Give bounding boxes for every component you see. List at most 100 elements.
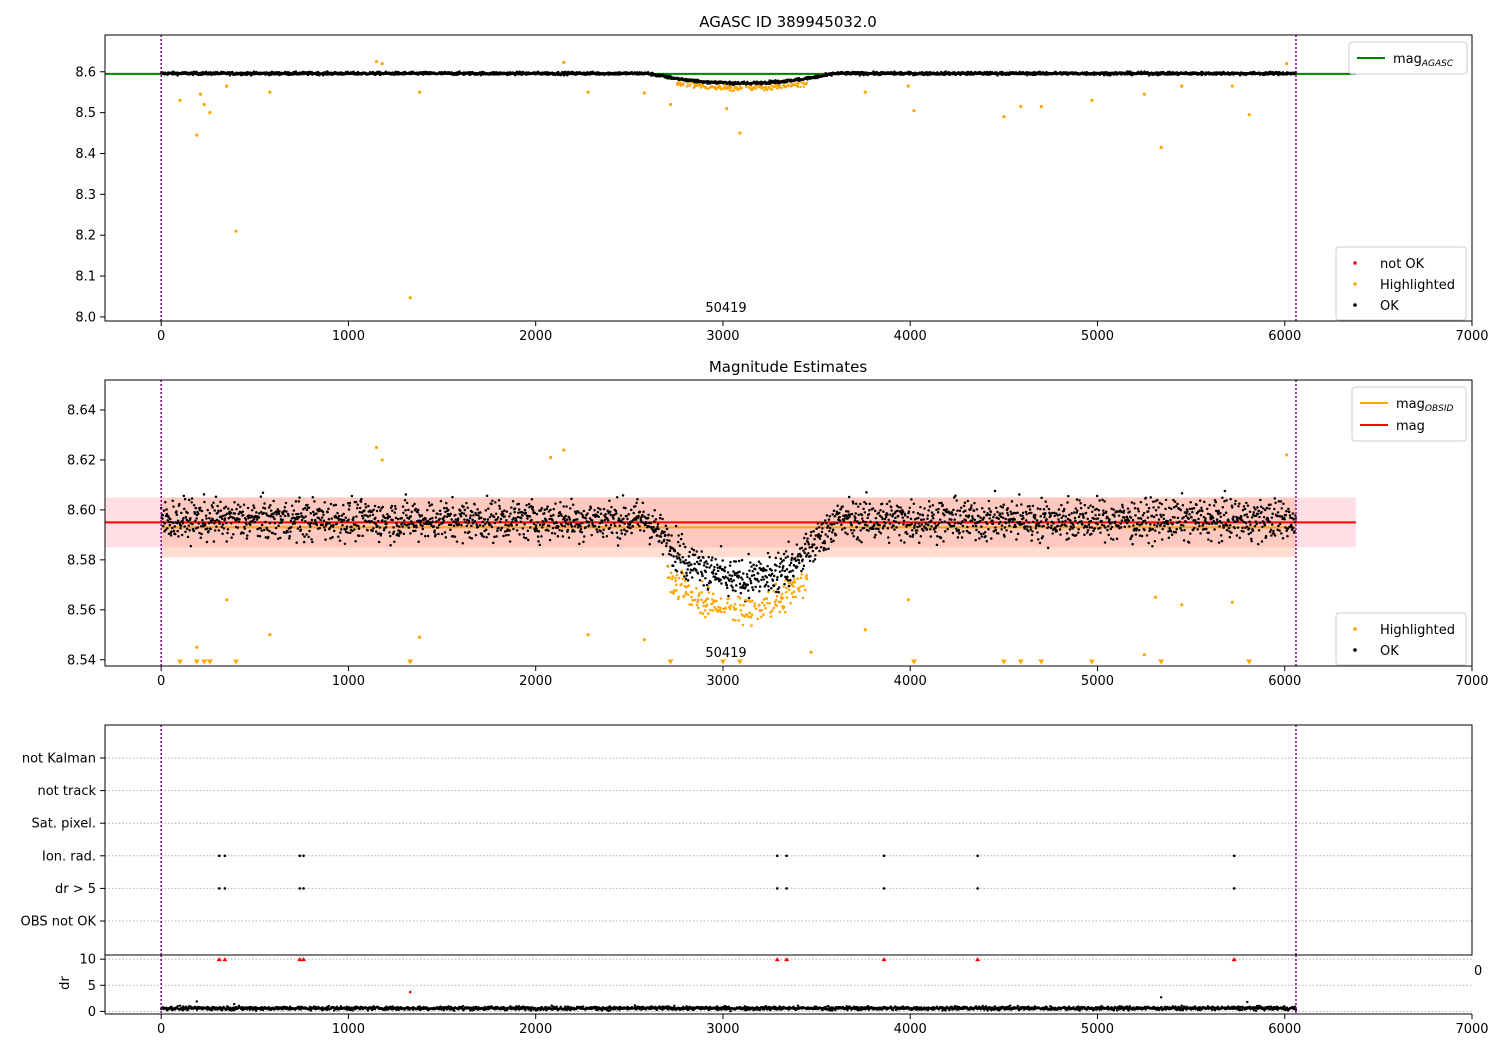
ok-point (353, 528, 356, 531)
highlighted-point (697, 606, 700, 610)
ok-point (653, 520, 656, 523)
highlighted-point (754, 607, 758, 611)
ok-point (211, 518, 215, 522)
ok-point (784, 550, 788, 553)
ok-point (625, 514, 628, 518)
ok-point (657, 527, 660, 531)
ok-point (835, 521, 839, 525)
highlighted-point (688, 83, 692, 87)
ok-point (847, 510, 850, 513)
ok-point (610, 505, 613, 509)
ok-point (247, 514, 251, 517)
ok-point (480, 532, 483, 535)
ok-point (221, 523, 225, 526)
highlighted-point (202, 102, 206, 107)
ok-point (200, 509, 204, 513)
ok-point (426, 508, 429, 512)
ok-point (672, 555, 675, 558)
ok-point (202, 493, 206, 496)
ok-point (824, 548, 828, 551)
ok-point (403, 498, 407, 502)
ok-point (841, 505, 844, 508)
highlighted-point (707, 585, 710, 589)
ok-point (438, 523, 441, 527)
ok-point (472, 514, 475, 517)
ok-point (466, 506, 469, 510)
ok-point (887, 541, 891, 544)
ok-point (523, 508, 527, 512)
ok-point (602, 507, 606, 511)
ok-point (734, 560, 738, 563)
ok-point (827, 547, 830, 551)
y-tick-label: 8.0 (75, 310, 96, 325)
ok-point (737, 559, 741, 563)
ok-point (285, 510, 288, 513)
highlighted-point (738, 85, 742, 88)
ok-point (269, 509, 273, 512)
ok-point (355, 515, 358, 518)
ok-point (297, 512, 300, 516)
highlighted-point (1142, 92, 1146, 96)
ok-point (731, 588, 735, 592)
ok-point (785, 568, 789, 571)
highlighted-point (734, 619, 737, 622)
ok-point (288, 534, 291, 538)
ok-point (183, 525, 186, 528)
ok-point (611, 531, 614, 535)
highlighted-point (685, 85, 689, 88)
ok-point (421, 524, 424, 528)
ok-point (854, 502, 858, 505)
ok-point (223, 517, 227, 520)
ok-point (217, 529, 221, 532)
ok-point (416, 508, 420, 512)
ok-point (568, 518, 572, 521)
highlighted-point (701, 612, 705, 616)
ok-point (557, 514, 560, 518)
ok-point (824, 519, 827, 522)
ok-point (718, 565, 722, 568)
ok-point (845, 510, 848, 513)
ok-point (192, 504, 196, 507)
ok-point (580, 521, 584, 525)
highlighted-point (799, 585, 802, 589)
ok-point (838, 519, 842, 522)
ok-point (890, 509, 893, 512)
ok-point (530, 498, 534, 501)
ok-point (449, 528, 452, 531)
ok-point (775, 590, 778, 594)
ok-point (502, 534, 505, 538)
highlighted-point (697, 592, 701, 596)
ok-point (462, 505, 465, 508)
ok-point (508, 529, 511, 532)
ok-point (515, 519, 518, 523)
ok-point (222, 527, 226, 530)
highlighted-point (760, 85, 764, 88)
ok-point (790, 556, 794, 560)
ok-point (351, 529, 354, 533)
panel1-legend-lines: magAGASC (1348, 41, 1468, 75)
ok-point (590, 519, 594, 522)
ok-point (766, 564, 769, 568)
ok-point (536, 535, 540, 538)
ok-point (305, 533, 308, 536)
ok-point (620, 529, 623, 532)
highlighted-point (1285, 62, 1289, 66)
ok-point (510, 506, 513, 509)
ok-point (526, 517, 529, 520)
highlighted-point (785, 586, 788, 590)
ok-point (693, 562, 696, 566)
ok-point (809, 534, 813, 537)
ok-point (182, 494, 186, 498)
highlighted-point (780, 592, 784, 596)
ok-point (762, 578, 766, 581)
ok-point (357, 527, 361, 530)
ok-point (807, 542, 811, 546)
ok-point (803, 551, 806, 555)
highlighted-point (742, 603, 746, 607)
ok-point (413, 502, 416, 506)
ok-point (461, 541, 464, 545)
highlighted-point (234, 229, 238, 233)
ok-point (726, 571, 730, 574)
ok-point (597, 506, 600, 510)
highlighted-point (803, 588, 807, 592)
